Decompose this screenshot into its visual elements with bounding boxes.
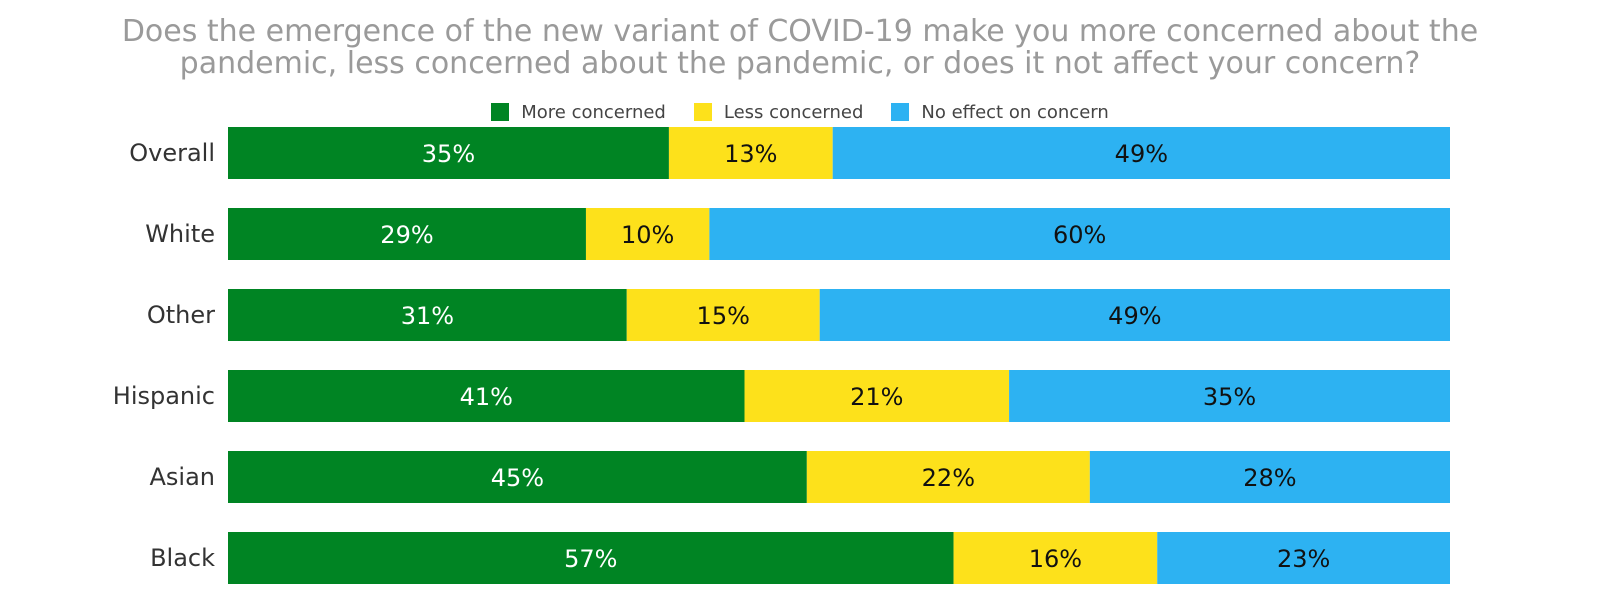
bar-segment-white-more-concerned[interactable] [228, 208, 586, 260]
bar-segment-overall-more-concerned[interactable] [228, 127, 669, 179]
chart-title-line-1: Does the emergence of the new variant of… [121, 14, 1479, 49]
category-label-overall: Overall [129, 139, 215, 167]
bar-segment-asian-no-effect-on-concern[interactable] [1089, 451, 1450, 503]
legend-label-less-concerned: Less concerned [723, 101, 864, 123]
bar-row-overall: Overall 35% 13% 49% [129, 127, 1450, 179]
category-label-other: Other [147, 301, 215, 329]
data-label-black-no-effect-on-concern: 23% [1277, 545, 1330, 573]
category-label-asian: Asian [149, 463, 215, 491]
data-label-asian-no-effect-on-concern: 28% [1243, 464, 1296, 492]
data-label-black-more-concerned: 57% [564, 545, 617, 573]
data-label-overall-less-concerned: 13% [724, 140, 777, 168]
bar-segment-white-no-effect-on-concern[interactable] [709, 208, 1450, 260]
bar-segment-asian-less-concerned[interactable] [806, 451, 1090, 503]
data-label-hispanic-no-effect-on-concern: 35% [1203, 383, 1256, 411]
data-label-white-more-concerned: 29% [380, 221, 433, 249]
bar-segment-asian-more-concerned[interactable] [228, 451, 807, 503]
bar-segment-hispanic-less-concerned[interactable] [744, 370, 1010, 422]
bar-segment-black-more-concerned[interactable] [228, 532, 954, 584]
chart-legend: More concerned Less concerned No effect … [0, 100, 1600, 124]
legend-label-no-effect: No effect on concern [921, 101, 1109, 123]
data-label-hispanic-less-concerned: 21% [850, 383, 903, 411]
data-label-white-less-concerned: 10% [621, 221, 674, 249]
data-label-other-less-concerned: 15% [697, 302, 750, 330]
data-label-asian-less-concerned: 22% [922, 464, 975, 492]
legend-item-no-effect[interactable]: No effect on concern [891, 101, 1109, 123]
category-label-white: White [145, 220, 215, 248]
bar-segment-other-no-effect-on-concern[interactable] [819, 289, 1450, 341]
data-label-overall-no-effect-on-concern: 49% [1115, 140, 1168, 168]
bar-row-white: White 29% 10% 60% [145, 208, 1450, 260]
chart-title-line-2: pandemic, less concerned about the pande… [179, 46, 1421, 81]
category-label-hispanic: Hispanic [113, 382, 215, 410]
bar-segment-hispanic-no-effect-on-concern[interactable] [1009, 370, 1450, 422]
legend-label-more-concerned: More concerned [521, 101, 666, 123]
data-label-other-no-effect-on-concern: 49% [1108, 302, 1161, 330]
legend-swatch-more-concerned [491, 103, 510, 121]
bar-row-other: Other 31% 15% 49% [147, 289, 1450, 341]
bar-segment-other-more-concerned[interactable] [228, 289, 627, 341]
bar-row-asian: Asian 45% 22% 28% [149, 451, 1450, 503]
data-label-overall-more-concerned: 35% [422, 140, 475, 168]
legend-swatch-no-effect [891, 103, 910, 121]
category-label-black: Black [150, 544, 215, 572]
bar-row-black: Black 57% 16% 23% [150, 532, 1450, 584]
legend-item-more-concerned[interactable]: More concerned [491, 102, 666, 123]
data-label-black-less-concerned: 16% [1029, 545, 1082, 573]
bar-segment-black-less-concerned[interactable] [953, 532, 1158, 584]
data-label-other-more-concerned: 31% [401, 302, 454, 330]
chart-title: Does the emergence of the new variant of… [0, 16, 1600, 80]
legend-swatch-less-concerned [693, 103, 712, 121]
bar-segment-overall-no-effect-on-concern[interactable] [832, 127, 1450, 179]
legend-item-less-concerned[interactable]: Less concerned [693, 101, 864, 123]
bar-segment-white-less-concerned[interactable] [585, 208, 710, 260]
bar-segment-overall-less-concerned[interactable] [668, 127, 833, 179]
bar-segment-other-less-concerned[interactable] [626, 289, 820, 341]
bar-row-hispanic: Hispanic 41% 21% 35% [113, 370, 1450, 422]
data-label-asian-more-concerned: 45% [491, 464, 544, 492]
bar-segment-black-no-effect-on-concern[interactable] [1157, 532, 1450, 584]
data-label-white-no-effect-on-concern: 60% [1053, 221, 1106, 249]
data-label-hispanic-more-concerned: 41% [460, 383, 513, 411]
bar-segment-hispanic-more-concerned[interactable] [228, 370, 745, 422]
